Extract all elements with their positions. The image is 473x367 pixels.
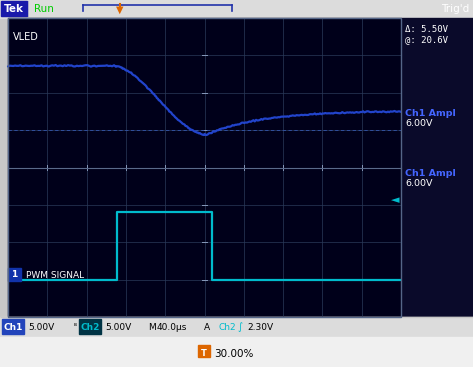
Text: 6.00V: 6.00V [405, 179, 432, 189]
Bar [8, 268, 21, 281]
Text: VLED: VLED [13, 32, 39, 43]
Text: @: 20.6V: @: 20.6V [405, 36, 448, 44]
Text: Δ: 5.50V: Δ: 5.50V [405, 25, 448, 34]
Text: Ch1 Ampl: Ch1 Ampl [405, 109, 456, 117]
Text: T: T [201, 349, 207, 359]
Text: ▼: ▼ [116, 5, 124, 15]
Bar [198, 345, 210, 357]
Text: Tek: Tek [4, 4, 24, 14]
Text: 2.30V: 2.30V [247, 323, 273, 331]
Text: 5.00V: 5.00V [105, 323, 131, 331]
Text: 30.00%: 30.00% [214, 349, 254, 359]
Text: M: M [148, 323, 156, 331]
Bar [0, 337, 473, 367]
Text: ◄: ◄ [391, 195, 399, 206]
Bar [1, 1, 27, 16]
Text: Ch2: Ch2 [80, 323, 100, 331]
Text: A: A [204, 323, 210, 331]
Bar [0, 0, 473, 18]
Text: 1: 1 [11, 270, 18, 279]
Text: 6.00V: 6.00V [405, 120, 432, 128]
Text: Trig'd: Trig'd [441, 4, 469, 14]
Text: Run: Run [34, 4, 54, 14]
Bar [8, 18, 401, 317]
Text: Ch1: Ch1 [3, 323, 23, 331]
Text: 5.00V: 5.00V [28, 323, 54, 331]
Text: Ch2: Ch2 [218, 323, 236, 331]
Text: 40.0µs: 40.0µs [157, 323, 187, 331]
Bar [2, 319, 24, 334]
Bar [0, 317, 473, 337]
Bar [8, 18, 401, 317]
Text: Ch1 Ampl: Ch1 Ampl [405, 168, 456, 178]
Text: PWM SIGNAL: PWM SIGNAL [26, 270, 84, 280]
Text: ᴮ: ᴮ [74, 324, 77, 330]
Bar [79, 319, 101, 334]
Bar [401, 18, 473, 317]
Text: ∫: ∫ [237, 322, 242, 332]
